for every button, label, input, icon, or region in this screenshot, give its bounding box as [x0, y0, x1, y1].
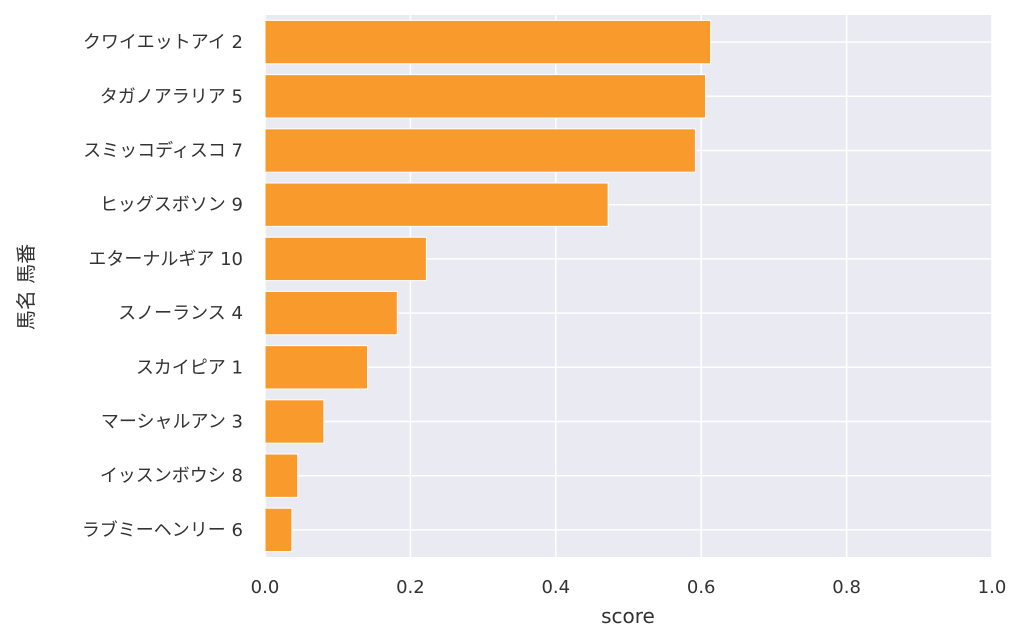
- x-tick-label: 0.6: [687, 577, 716, 598]
- y-tick-labels: クワイエットアイ 2 タガノアラリア 5 スミッコディスコ 7 ヒッグスボソン 9 エタ…: [82, 32, 243, 541]
- x-tick-label: 0.0: [251, 577, 280, 598]
- x-tick-labels: 0.0 0.2 0.4 0.6 0.8 1.0: [251, 577, 1007, 598]
- bar: [264, 453, 299, 498]
- y-axis-title: 馬名 馬番: [14, 244, 38, 330]
- x-axis-title: score: [601, 604, 655, 628]
- bar: [264, 74, 707, 119]
- y-tick-label: スミッコディスコ 7: [83, 141, 243, 162]
- y-tick-label: ヒッグスボソン 9: [100, 195, 243, 216]
- y-tick-label: スカイピア 1: [136, 357, 243, 378]
- bar: [264, 182, 609, 227]
- y-tick-label: タガノアラリア 5: [100, 86, 243, 107]
- bar: [264, 399, 325, 444]
- y-tick-label: エターナルギア 10: [88, 249, 243, 270]
- x-tick-label: 0.8: [832, 577, 861, 598]
- x-tick-label: 0.2: [396, 577, 425, 598]
- y-tick-label: イッスンボウシ 8: [100, 466, 243, 487]
- bar: [264, 507, 293, 553]
- y-tick-label: スノーランス 4: [118, 303, 243, 324]
- bar: [264, 19, 712, 65]
- bar: [264, 128, 696, 173]
- bar: [264, 290, 398, 336]
- y-tick-label: ラブミーヘンリー 6: [82, 519, 243, 541]
- x-tick-label: 1.0: [978, 577, 1007, 598]
- x-tick-label: 0.4: [541, 577, 570, 598]
- y-tick-label: マーシャルアン 3: [101, 412, 243, 433]
- bar: [264, 236, 427, 282]
- bars: [264, 19, 712, 553]
- y-tick-label: クワイエットアイ 2: [83, 32, 243, 53]
- bar: [264, 345, 369, 390]
